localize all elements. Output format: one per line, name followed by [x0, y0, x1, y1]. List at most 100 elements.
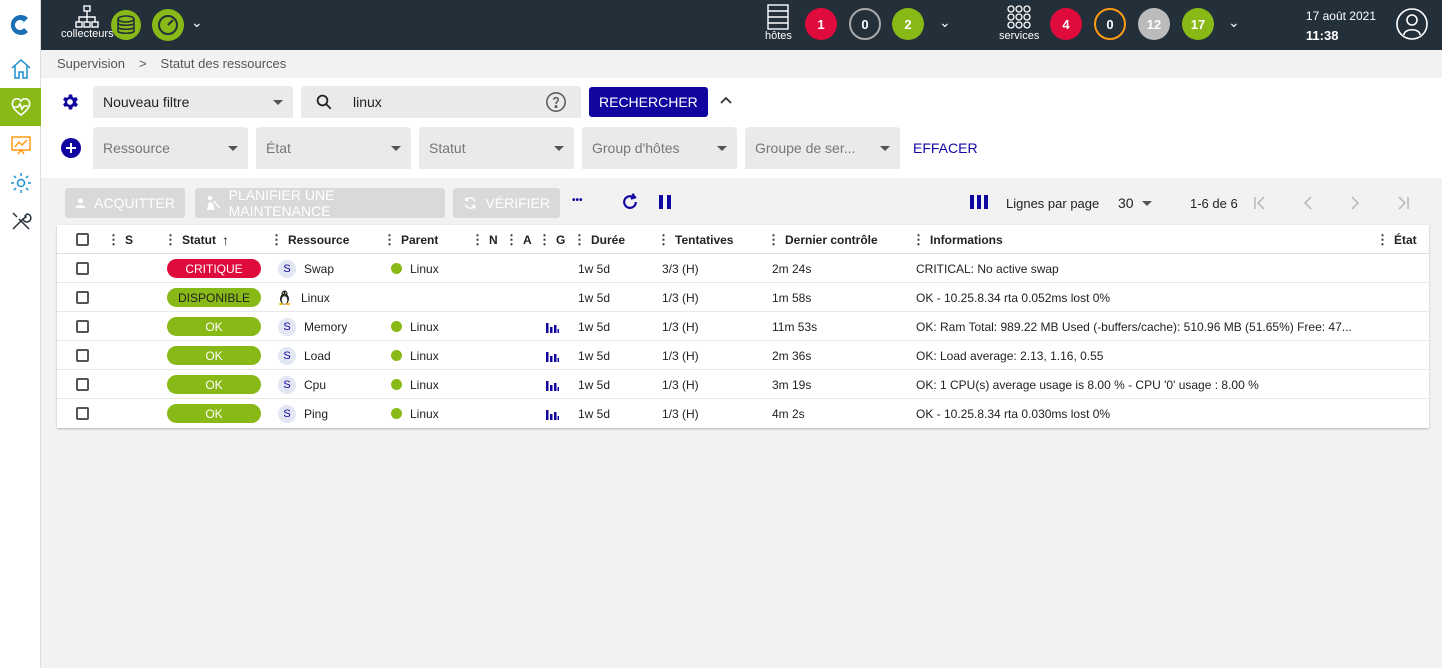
graph-cell[interactable]	[546, 312, 559, 341]
host-group-select[interactable]: Group d'hôtes	[582, 127, 737, 169]
parent-cell[interactable]: Linux	[391, 399, 439, 428]
services-unknown-badge[interactable]: 12	[1138, 8, 1170, 40]
add-criteria-plus-icon[interactable]	[60, 137, 82, 162]
check-button[interactable]: VÉRIFIER	[453, 188, 560, 218]
graph-cell[interactable]	[546, 341, 559, 370]
state-select[interactable]: État	[256, 127, 411, 169]
service-group-select[interactable]: Groupe de ser...	[745, 127, 900, 169]
pause-icon[interactable]	[658, 194, 672, 213]
table-row[interactable]: OK S Cpu Linux 1w 5d 1/3 (H) 3m 19s OK: 1…	[57, 370, 1429, 399]
column-header-tries[interactable]: ⋮ Tentatives	[657, 231, 734, 247]
last-check-cell: 4m 2s	[772, 406, 805, 421]
column-header-last-check[interactable]: ⋮ Dernier contrôle	[767, 231, 878, 247]
hosts-menu[interactable]: hôtes	[765, 3, 792, 42]
user-avatar-icon[interactable]	[1396, 8, 1428, 43]
row-checkbox[interactable]	[76, 341, 89, 370]
column-header-n[interactable]: ⋮ N	[471, 231, 498, 247]
graph-cell[interactable]	[546, 370, 559, 399]
column-header-resource[interactable]: ⋮ Ressource	[270, 231, 350, 247]
parent-cell[interactable]: Linux	[391, 312, 439, 341]
services-chevron-down-icon[interactable]: ⌄	[1228, 14, 1240, 30]
resource-cell[interactable]: Linux	[278, 283, 330, 312]
filter-select-caret-icon	[273, 99, 283, 105]
collapse-filters-chevron-up-icon[interactable]	[718, 92, 734, 111]
actions-toolbar: ACQUITTER PLANIFIER UNE MAINTENANCE VÉRI…	[57, 186, 1429, 220]
monitoring-icon[interactable]	[0, 88, 41, 126]
centreon-logo[interactable]	[0, 0, 40, 50]
sort-arrow-up-icon: ↑	[222, 231, 229, 248]
resource-cell[interactable]: S Memory	[278, 312, 347, 341]
previous-page-icon[interactable]	[1300, 195, 1316, 214]
column-header-information[interactable]: ⋮ Informations	[912, 231, 1003, 247]
resource-cell[interactable]: S Load	[278, 341, 331, 370]
services-critical-badge[interactable]: 4	[1050, 8, 1082, 40]
resource-select[interactable]: Ressource	[93, 127, 248, 169]
breadcrumb-supervision[interactable]: Supervision	[57, 56, 125, 71]
column-header-s[interactable]: ⋮ S	[107, 231, 134, 247]
services-ok-badge[interactable]: 17	[1182, 8, 1214, 40]
table-row[interactable]: DISPONIBLE Linux 1w 5d 1/3 (H) 1m 58s OK…	[57, 283, 1429, 312]
search-input[interactable]: linux	[301, 86, 581, 118]
column-header-parent[interactable]: ⋮ Parent	[383, 231, 439, 247]
collectors-icon	[75, 5, 99, 28]
column-header-state[interactable]: ⋮ État	[1376, 231, 1417, 247]
schedule-downtime-button[interactable]: PLANIFIER UNE MAINTENANCE	[195, 187, 445, 219]
refresh-icon[interactable]	[620, 192, 640, 215]
status-label: OK	[167, 375, 261, 394]
column-header-g[interactable]: ⋮ G	[538, 231, 566, 247]
duration-cell: 1w 5d	[578, 261, 611, 276]
help-icon[interactable]	[545, 91, 567, 113]
clear-filters-button[interactable]: EFFACER	[913, 140, 978, 156]
select-all-checkbox[interactable]	[76, 225, 89, 254]
poller-status-icon[interactable]	[152, 9, 184, 44]
column-header-a[interactable]: ⋮ A	[505, 231, 532, 247]
row-checkbox[interactable]	[76, 370, 89, 399]
more-actions-icon[interactable]: •••	[572, 195, 583, 206]
search-button[interactable]: RECHERCHER	[589, 87, 708, 117]
parent-cell[interactable]: Linux	[391, 254, 439, 283]
column-header-duration[interactable]: ⋮ Durée	[573, 231, 626, 247]
filter-select[interactable]: Nouveau filtre	[93, 86, 293, 118]
hosts-up-badge[interactable]: 2	[892, 8, 924, 40]
column-header-status[interactable]: ⋮ Statut ↑	[164, 231, 229, 248]
table-row[interactable]: CRITIQUE S Swap Linux 1w 5d 3/3 (H) 2m 24…	[57, 254, 1429, 283]
breadcrumb-resource-status[interactable]: Statut des ressources	[160, 56, 287, 71]
hosts-down-badge[interactable]: 1	[805, 8, 837, 40]
configuration-icon[interactable]	[0, 164, 41, 202]
collectors-menu[interactable]: collecteurs	[61, 4, 114, 40]
service-type-icon: S	[278, 317, 296, 336]
home-icon[interactable]	[0, 50, 41, 88]
filter-settings-gear-icon[interactable]	[60, 92, 80, 115]
row-checkbox[interactable]	[76, 283, 89, 312]
services-warning-badge[interactable]: 0	[1094, 8, 1126, 40]
collectors-chevron-down-icon[interactable]: ⌄	[191, 14, 203, 30]
row-checkbox[interactable]	[76, 399, 89, 428]
last-page-icon[interactable]	[1395, 195, 1411, 214]
table-row[interactable]: OK S Ping Linux 1w 5d 1/3 (H) 4m 2s OK - …	[57, 399, 1429, 428]
first-page-icon[interactable]	[1252, 195, 1268, 214]
columns-icon[interactable]	[970, 195, 988, 212]
hosts-label: hôtes	[765, 30, 792, 42]
resource-cell[interactable]: S Cpu	[278, 370, 326, 399]
acknowledge-button[interactable]: ACQUITTER	[65, 188, 185, 218]
row-checkbox[interactable]	[76, 254, 89, 283]
services-menu[interactable]: services	[999, 3, 1039, 42]
row-checkbox[interactable]	[76, 312, 89, 341]
table-row[interactable]: OK S Load Linux 1w 5d 1/3 (H) 2m 36s OK: …	[57, 341, 1429, 370]
resource-cell[interactable]: S Swap	[278, 254, 334, 283]
parent-cell[interactable]: Linux	[391, 370, 439, 399]
reporting-icon[interactable]	[0, 126, 41, 164]
status-select[interactable]: Statut	[419, 127, 574, 169]
hosts-unreachable-badge[interactable]: 0	[849, 8, 881, 40]
rows-per-page-select[interactable]: 30	[1118, 195, 1152, 211]
table-row[interactable]: OK S Memory Linux 1w 5d 1/3 (H) 11m 53s O…	[57, 312, 1429, 341]
parent-cell[interactable]: Linux	[391, 341, 439, 370]
status-chip: OK	[167, 341, 261, 370]
next-page-icon[interactable]	[1347, 195, 1363, 214]
graph-cell[interactable]	[546, 399, 559, 428]
administration-icon[interactable]	[0, 202, 41, 240]
hosts-chevron-down-icon[interactable]: ⌄	[939, 14, 951, 30]
database-icon[interactable]	[111, 10, 141, 43]
status-label: OK	[167, 317, 261, 336]
resource-cell[interactable]: S Ping	[278, 399, 328, 428]
